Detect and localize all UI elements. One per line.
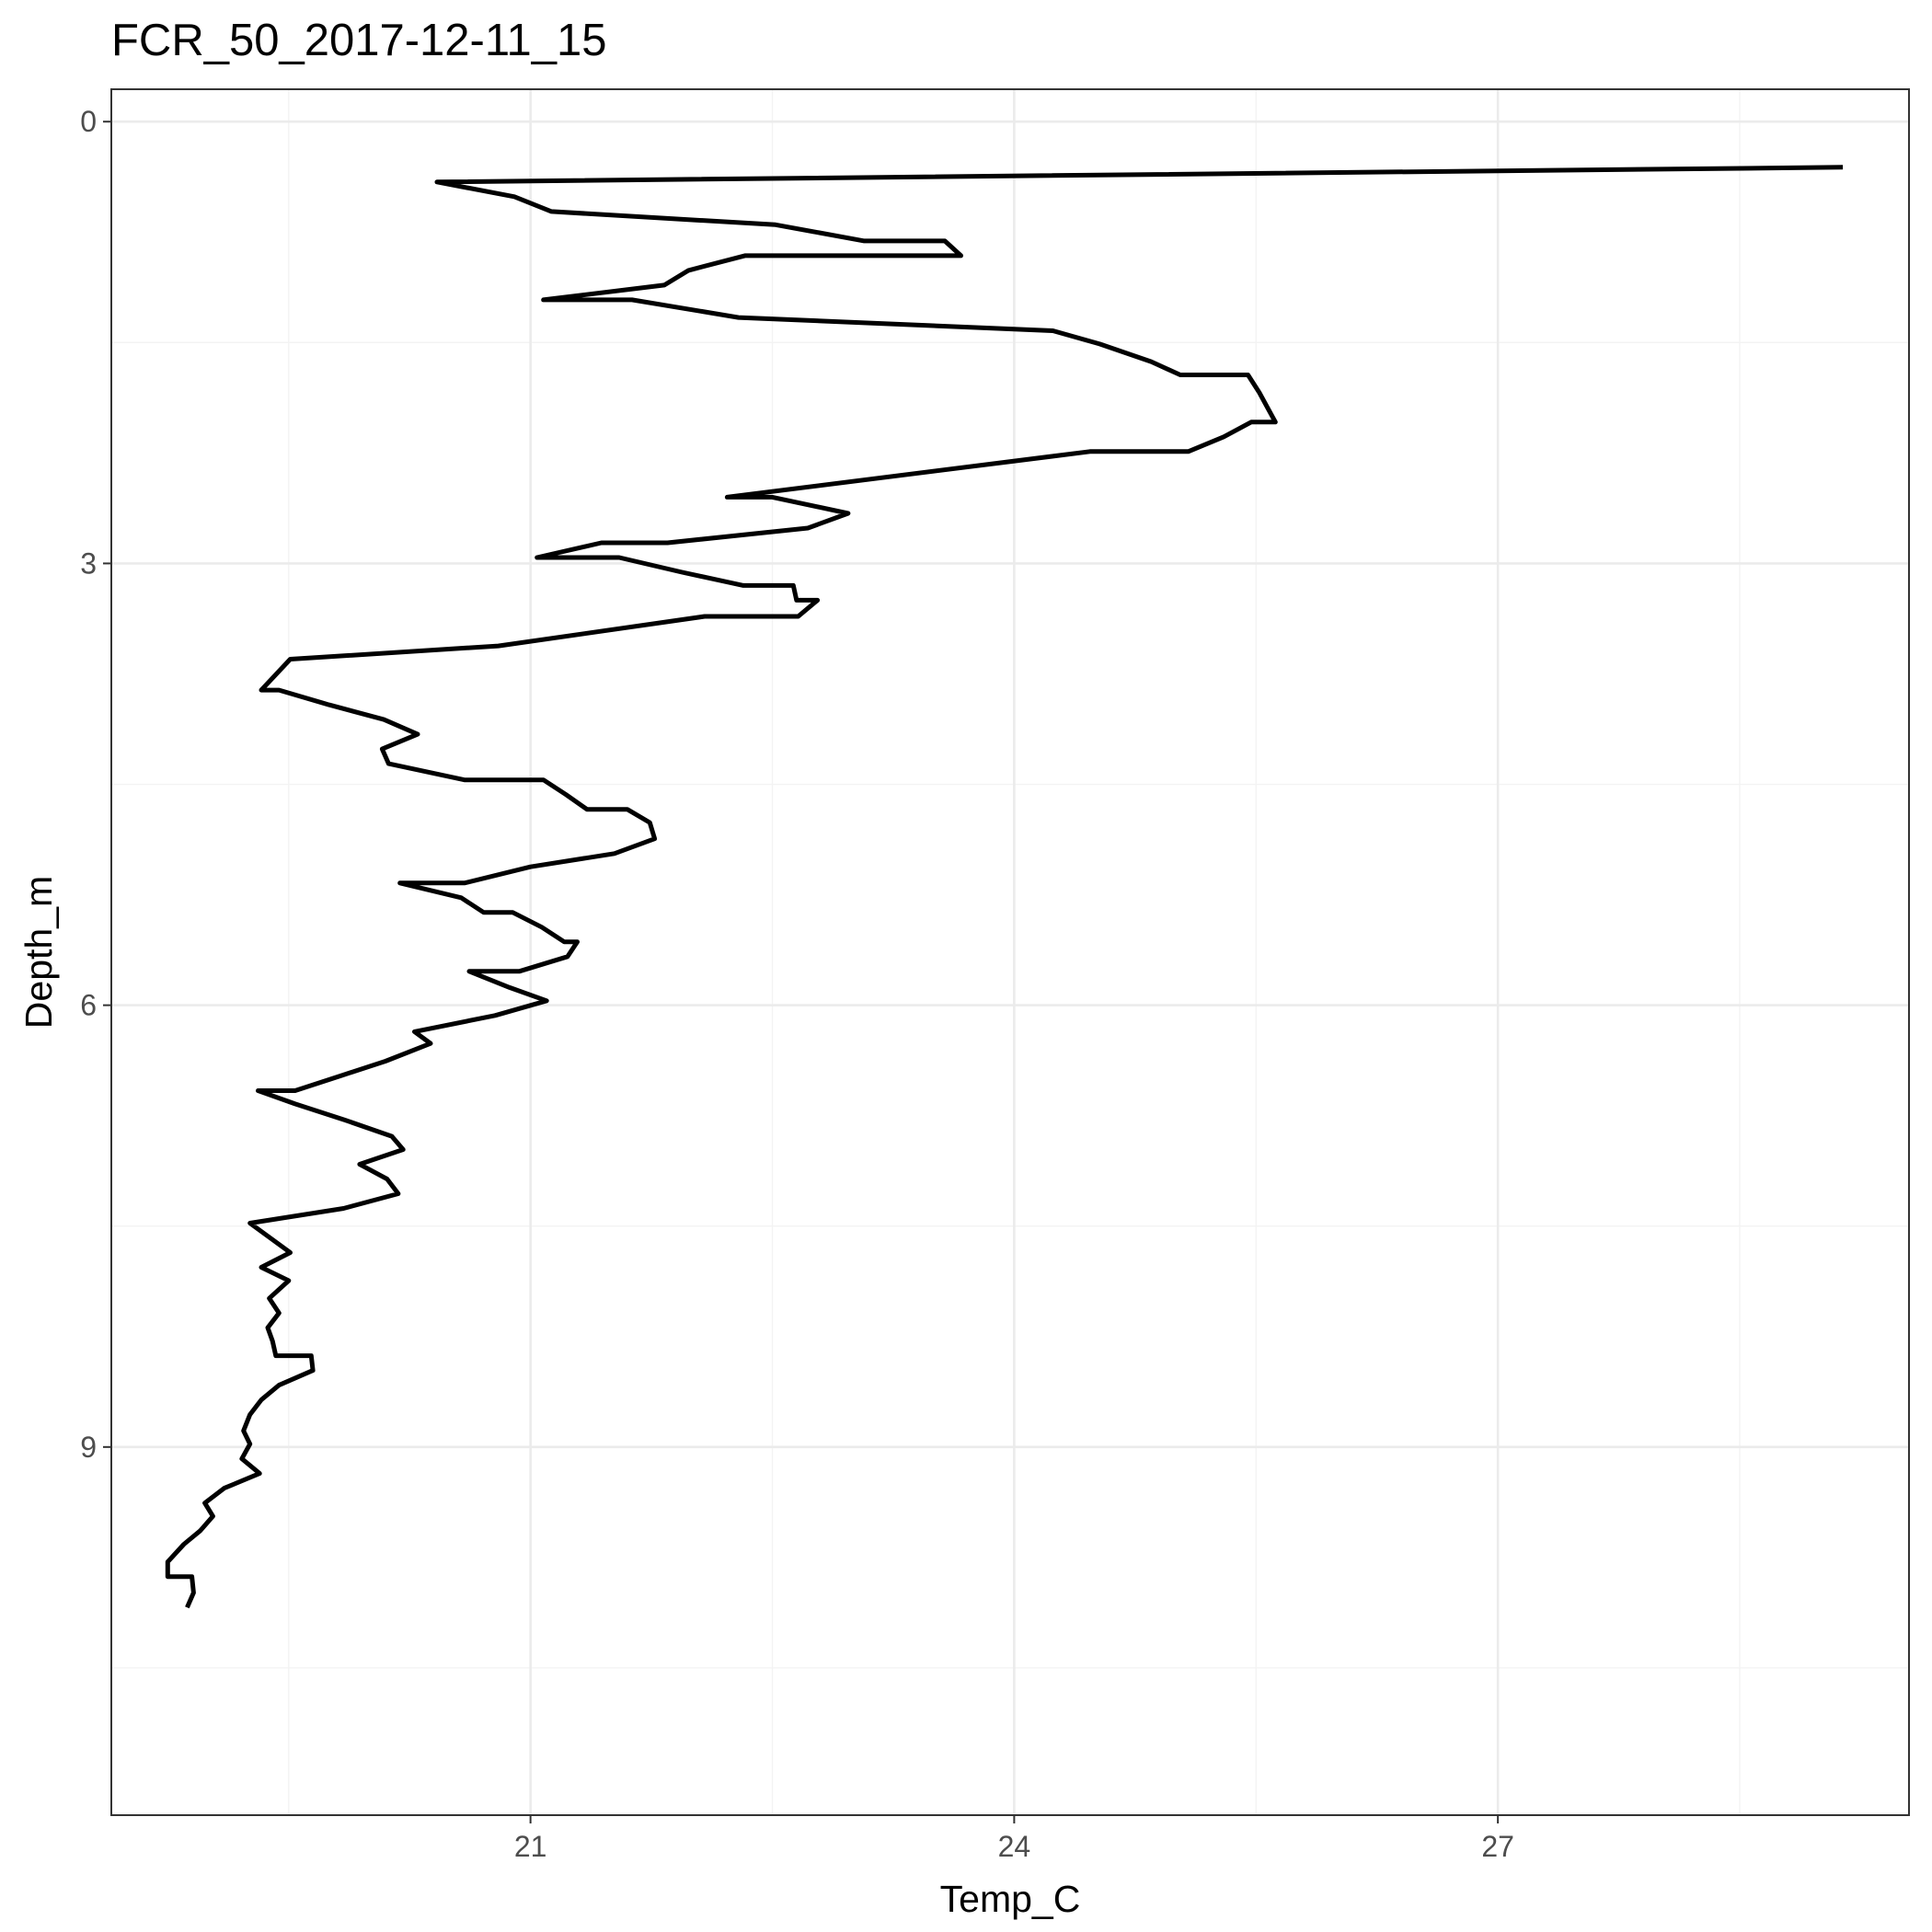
x-axis: 21 24 27 (514, 1815, 1514, 1863)
y-tick-label: 0 (80, 105, 97, 138)
x-tick-label: 21 (514, 1830, 547, 1863)
x-tick-label: 24 (998, 1830, 1031, 1863)
y-tick-label: 3 (80, 546, 97, 580)
y-tick-label: 6 (80, 989, 97, 1022)
panel-border (110, 88, 1910, 1816)
major-gridlines (111, 89, 1909, 1815)
x-tick-label: 27 (1481, 1830, 1514, 1863)
y-axis: 0 3 6 9 (80, 105, 111, 1464)
minor-gridlines (111, 89, 1909, 1815)
chart-title: FCR_50_2017-12-11_15 (111, 16, 606, 65)
panel-background (111, 89, 1909, 1815)
y-tick-label: 9 (80, 1431, 97, 1464)
y-axis-title: Depth_m (17, 876, 60, 1029)
temperature-profile-line (165, 165, 1844, 1609)
x-axis-title: Temp_C (940, 1878, 1081, 1920)
plot-panel (110, 88, 1910, 1816)
